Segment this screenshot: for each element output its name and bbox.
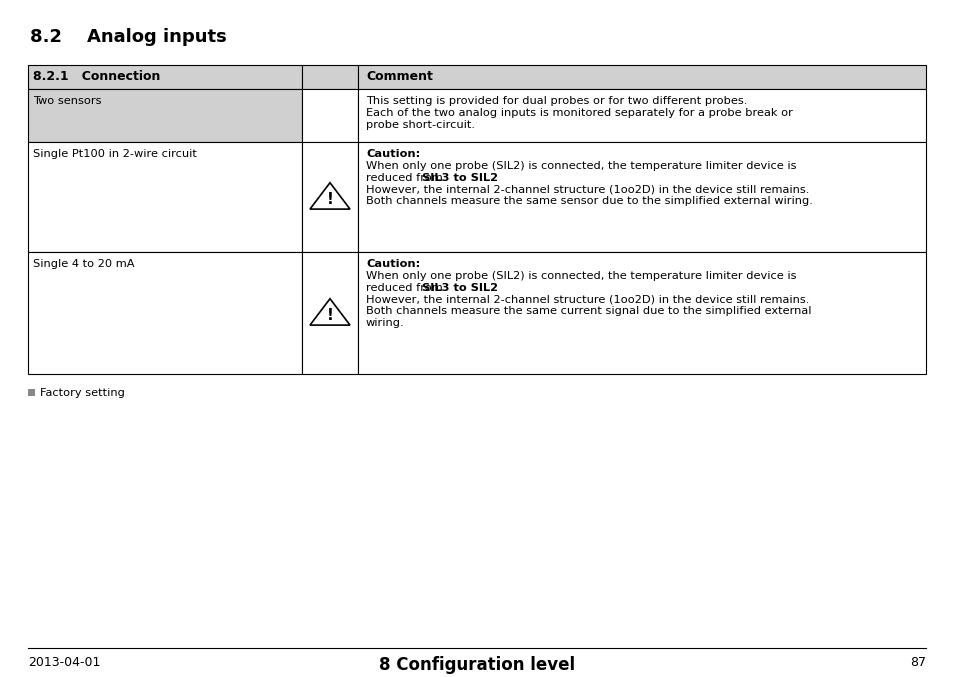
- Text: Caution:: Caution:: [366, 149, 420, 159]
- Text: wiring.: wiring.: [366, 318, 404, 328]
- Text: However, the internal 2-channel structure (1oo2D) in the device still remains.: However, the internal 2-channel structur…: [366, 294, 808, 305]
- Bar: [28, 89, 302, 142]
- Text: !: !: [326, 308, 334, 323]
- Bar: [302, 89, 357, 142]
- Text: Factory setting: Factory setting: [40, 388, 125, 398]
- Text: Both channels measure the same sensor due to the simplified external wiring.: Both channels measure the same sensor du…: [366, 196, 812, 206]
- Text: !: !: [326, 192, 334, 206]
- Text: Caution:: Caution:: [366, 259, 420, 269]
- Polygon shape: [310, 183, 350, 209]
- Text: 8 Configuration level: 8 Configuration level: [378, 656, 575, 674]
- Bar: [302, 252, 357, 374]
- Bar: [28, 65, 302, 89]
- Text: 87: 87: [909, 656, 925, 669]
- Text: 8.2    Analog inputs: 8.2 Analog inputs: [30, 28, 227, 46]
- Text: SIL3 to SIL2: SIL3 to SIL2: [421, 173, 497, 183]
- Text: .: .: [479, 282, 482, 292]
- Text: 8.2.1   Connection: 8.2.1 Connection: [33, 70, 160, 83]
- Bar: [357, 142, 925, 252]
- Text: However, the internal 2-channel structure (1oo2D) in the device still remains.: However, the internal 2-channel structur…: [366, 184, 808, 194]
- Bar: [302, 65, 357, 89]
- Bar: [357, 89, 925, 142]
- Text: When only one probe (SIL2) is connected, the temperature limiter device is: When only one probe (SIL2) is connected,…: [366, 161, 796, 171]
- Bar: [302, 142, 357, 252]
- Text: Two sensors: Two sensors: [33, 96, 101, 106]
- Text: Comment: Comment: [366, 70, 433, 83]
- Bar: [357, 65, 925, 89]
- Text: Single Pt100 in 2-wire circuit: Single Pt100 in 2-wire circuit: [33, 149, 196, 159]
- Bar: [28, 142, 302, 252]
- Text: reduced from: reduced from: [366, 282, 446, 292]
- Text: SIL3 to SIL2: SIL3 to SIL2: [421, 282, 497, 292]
- Text: 2013-04-01: 2013-04-01: [28, 656, 100, 669]
- Bar: [28, 252, 302, 374]
- Text: Both channels measure the same current signal due to the simplified external: Both channels measure the same current s…: [366, 306, 811, 316]
- Text: When only one probe (SIL2) is connected, the temperature limiter device is: When only one probe (SIL2) is connected,…: [366, 271, 796, 281]
- Text: Single 4 to 20 mA: Single 4 to 20 mA: [33, 259, 134, 269]
- Text: Each of the two analog inputs is monitored separately for a probe break or: Each of the two analog inputs is monitor…: [366, 108, 792, 118]
- Text: .: .: [479, 173, 482, 183]
- Text: This setting is provided for dual probes or for two different probes.: This setting is provided for dual probes…: [366, 96, 746, 106]
- Bar: [28, 389, 35, 396]
- Polygon shape: [310, 299, 350, 325]
- Bar: [357, 252, 925, 374]
- Text: probe short-circuit.: probe short-circuit.: [366, 120, 475, 129]
- Text: reduced from: reduced from: [366, 173, 446, 183]
